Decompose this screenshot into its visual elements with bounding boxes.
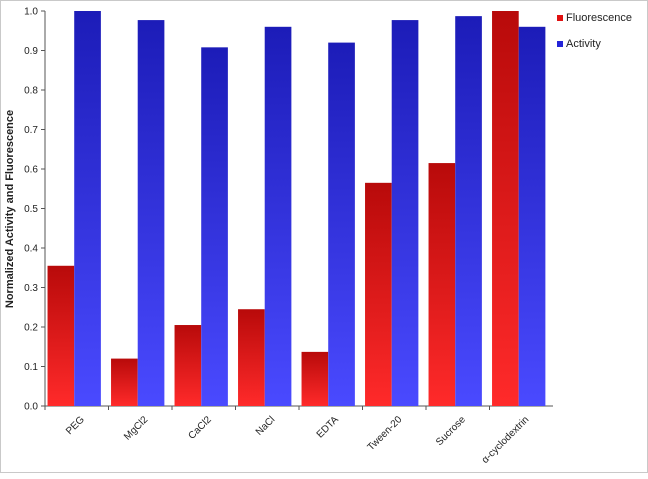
y-tick-label: 0.8: [24, 86, 38, 97]
bar-activity-5: [391, 20, 419, 407]
bar-activity-2: [201, 47, 228, 407]
category-label: PEG: [64, 414, 87, 437]
y-tick-label: 0.1: [24, 362, 38, 373]
y-tick-label: 0.2: [24, 323, 38, 334]
y-tick-label: 0.5: [24, 204, 38, 215]
bar-activity-0: [74, 11, 101, 406]
y-tick-label: 0.3: [24, 283, 38, 294]
y-tick-label: 0.9: [24, 46, 38, 57]
category-label: α-cyclodextrin: [480, 414, 532, 466]
y-tick-label: 1.0: [24, 7, 38, 18]
bar-activity-7: [518, 26, 546, 407]
y-tick-label: 0.6: [24, 165, 38, 176]
category-label: MgCl2: [122, 414, 151, 443]
bar-fluorescence-0: [47, 265, 75, 406]
category-label: EDTA: [315, 414, 341, 440]
category-label: CaCl2: [186, 414, 214, 442]
bar-fluorescence-2: [174, 325, 202, 406]
bar-fluorescence-7: [492, 11, 519, 406]
bars: [47, 11, 546, 407]
bar-fluorescence-3: [238, 309, 265, 406]
bar-fluorescence-6: [428, 163, 456, 406]
bar-fluorescence-5: [365, 182, 392, 406]
legend-swatch-activity: [557, 41, 563, 47]
legend-label-activity: Activity: [566, 38, 601, 50]
category-label: Tween-20: [366, 414, 405, 453]
bar-activity-6: [455, 16, 482, 406]
y-tick-label: 0.4: [24, 244, 38, 255]
bar-activity-4: [328, 42, 355, 406]
category-label: Sucrose: [434, 414, 468, 448]
category-label: NaCl: [254, 414, 278, 438]
x-categories: PEG MgCl2 CaCl2 NaCl EDTA Tween-20 Sucrose α-cy…: [44, 406, 532, 466]
legend: Fluorescence Activity: [557, 12, 632, 50]
bar-fluorescence-4: [301, 351, 329, 406]
y-ticks: 0.0 0.1 0.2 0.3 0.4 0.5 0.6 0.7 0.8 0.9 1.0: [24, 7, 45, 413]
bar-activity-1: [137, 20, 165, 407]
bar-activity-3: [264, 26, 292, 407]
y-axis-label: Normalized Activity and Fluorescence: [4, 110, 16, 308]
y-tick-label: 0.7: [24, 125, 38, 136]
y-tick-label: 0.0: [24, 402, 38, 413]
legend-swatch-fluorescence: [557, 15, 563, 21]
legend-label-fluorescence: Fluorescence: [566, 12, 632, 24]
bar-fluorescence-1: [111, 358, 138, 406]
